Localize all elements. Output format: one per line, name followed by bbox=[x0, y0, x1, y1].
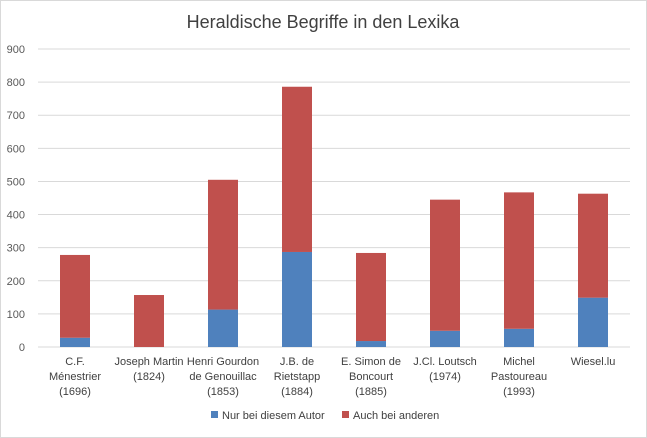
x-tick-label-line: Pastoureau bbox=[491, 371, 547, 383]
x-tick-label-line: (1696) bbox=[59, 386, 91, 398]
legend-swatch-red bbox=[342, 411, 349, 418]
legend-swatch-blue bbox=[211, 411, 218, 418]
y-tick-label: 900 bbox=[7, 44, 25, 56]
y-tick-label: 800 bbox=[7, 77, 25, 89]
x-tick-label: J.B. de Rietstapp (1884) bbox=[274, 356, 320, 398]
x-tick-label-line: (1884) bbox=[281, 386, 313, 398]
x-tick-label: Joseph Martin (1824) bbox=[114, 356, 183, 383]
x-tick-label-line: Michel bbox=[503, 356, 535, 368]
y-tick-label: 500 bbox=[7, 176, 25, 188]
bar-nur-bei-diesem-autor bbox=[430, 330, 460, 347]
bar-nur-bei-diesem-autor bbox=[208, 309, 238, 347]
x-tick-label-line: Boncourt bbox=[349, 371, 393, 383]
y-tick-label: 100 bbox=[7, 309, 25, 321]
legend-label: Nur bei diesem Autor bbox=[222, 410, 325, 422]
x-tick-label-line: E. Simon de bbox=[341, 356, 401, 368]
bar-nur-bei-diesem-autor bbox=[356, 341, 386, 347]
x-tick-label-line: Ménestrier bbox=[49, 371, 101, 383]
x-tick-label-line: J.B. de bbox=[280, 356, 314, 368]
legend-label: Auch bei anderen bbox=[353, 410, 439, 422]
bar-auch-bei-anderen bbox=[504, 192, 534, 329]
x-tick-label-line: (1974) bbox=[429, 371, 461, 383]
x-tick-label-line: C.F. bbox=[65, 356, 85, 368]
bar-nur-bei-diesem-autor bbox=[282, 251, 312, 347]
x-tick-label: Wiesel.lu bbox=[571, 356, 616, 368]
bar-nur-bei-diesem-autor bbox=[578, 297, 608, 347]
x-tick-label: J.Cl. Loutsch (1974) bbox=[413, 356, 477, 383]
bar-auch-bei-anderen bbox=[208, 179, 238, 310]
x-tick-label: E. Simon de Boncourt (1885) bbox=[341, 356, 401, 398]
x-tick-label: Michel Pastoureau (1993) bbox=[491, 356, 547, 398]
x-tick-label-line: de Genouillac bbox=[189, 371, 257, 383]
y-tick-label: 700 bbox=[7, 110, 25, 122]
x-tick-label-line: J.Cl. Loutsch bbox=[413, 356, 477, 368]
y-tick-label: 400 bbox=[7, 210, 25, 222]
y-tick-label: 300 bbox=[7, 243, 25, 255]
bar-auch-bei-anderen bbox=[60, 254, 90, 338]
x-tick-label-line: (1824) bbox=[133, 371, 165, 383]
bar-auch-bei-anderen bbox=[134, 295, 164, 347]
bar-auch-bei-anderen bbox=[430, 199, 460, 331]
bar-auch-bei-anderen bbox=[282, 86, 312, 252]
x-tick-label-line: (1993) bbox=[503, 386, 535, 398]
bar-nur-bei-diesem-autor bbox=[60, 337, 90, 347]
x-tick-label-line: Joseph Martin bbox=[114, 356, 183, 368]
y-tick-label: 0 bbox=[19, 342, 25, 354]
x-tick-label-line: (1885) bbox=[355, 386, 387, 398]
bar-auch-bei-anderen bbox=[356, 252, 386, 342]
x-tick-label-line: Henri Gourdon bbox=[187, 356, 259, 368]
chart-title: Heraldische Begriffe in den Lexika bbox=[187, 12, 461, 32]
x-tick-label: Henri Gourdon de Genouillac (1853) bbox=[187, 356, 259, 398]
bar-nur-bei-diesem-autor bbox=[504, 328, 534, 347]
x-tick-label-line: Wiesel.lu bbox=[571, 356, 616, 368]
x-tick-label-line: (1853) bbox=[207, 386, 239, 398]
y-tick-label: 600 bbox=[7, 143, 25, 155]
x-tick-label: C.F. Ménestrier (1696) bbox=[49, 356, 101, 398]
y-tick-label: 200 bbox=[7, 276, 25, 288]
x-tick-label-line: Rietstapp bbox=[274, 371, 320, 383]
bar-auch-bei-anderen bbox=[578, 193, 608, 298]
